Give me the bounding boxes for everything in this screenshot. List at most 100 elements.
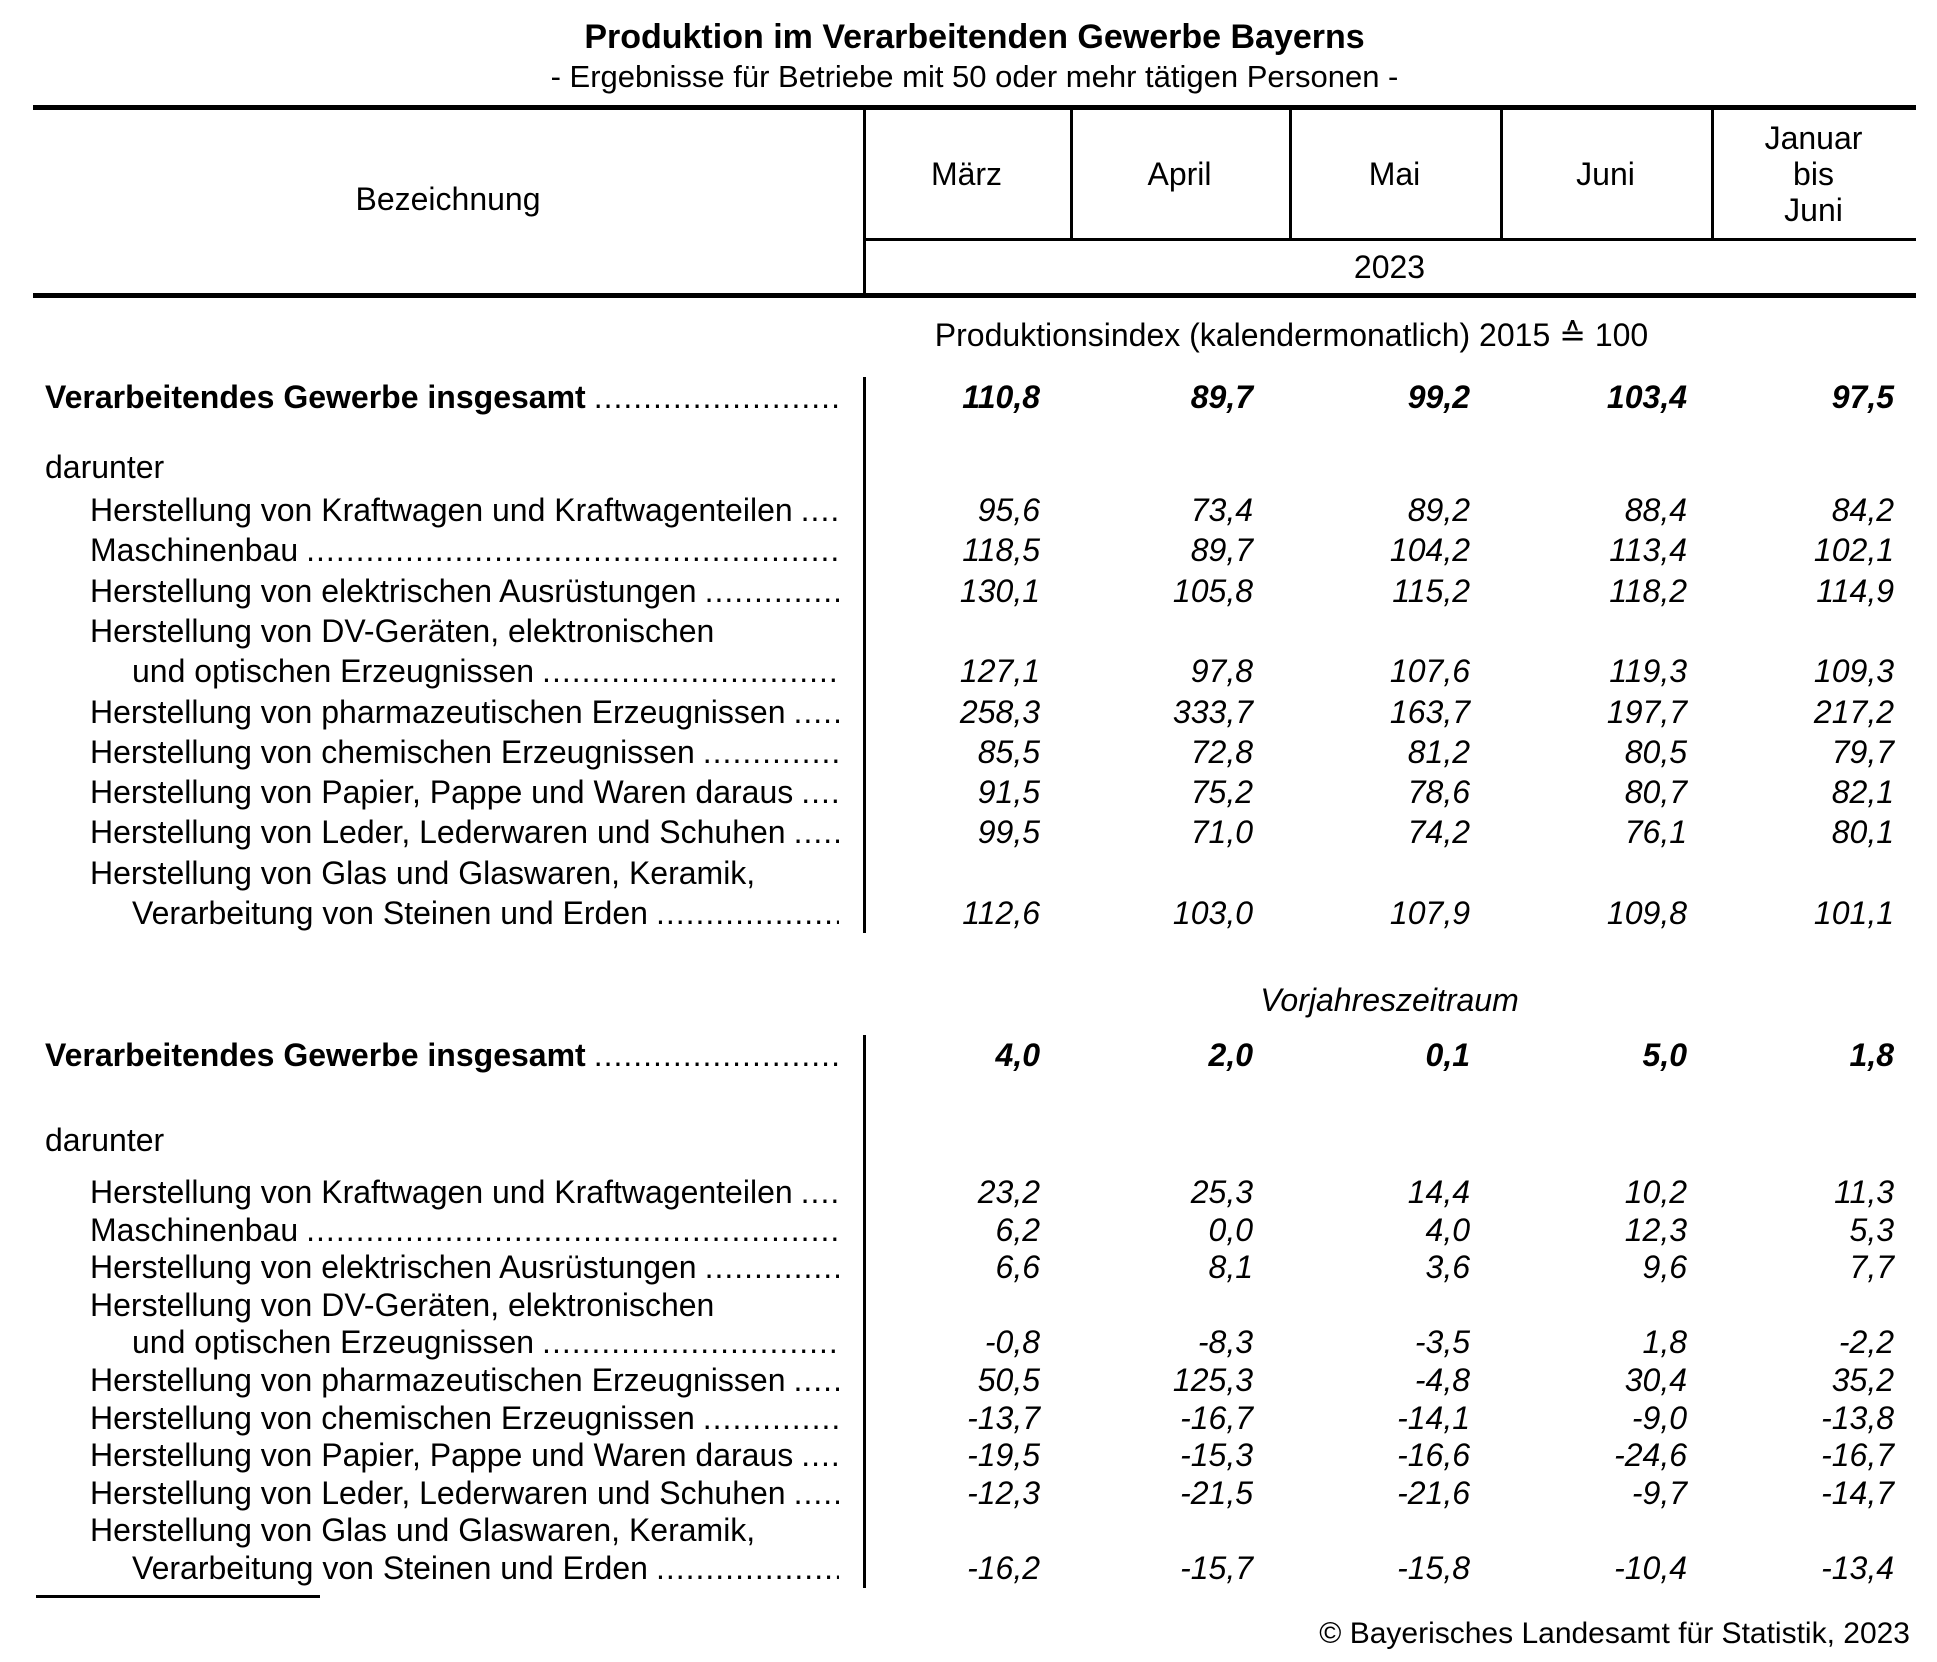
table-row: Verarbeitung von Steinen und Erden......… <box>33 893 1916 933</box>
leader-dots: ........................................… <box>800 491 839 528</box>
row-value: 103,4 <box>1606 378 1687 415</box>
row-value: -16,7 <box>1821 1436 1894 1473</box>
page-title: Produktion im Verarbeitenden Gewerbe Bay… <box>584 18 1365 56</box>
row-value: 6,6 <box>995 1248 1040 1285</box>
row-label: Herstellung von Glas und Glaswaren, Kera… <box>33 855 863 892</box>
row-value: 30,4 <box>1624 1361 1687 1398</box>
table-row: Herstellung von DV-Geräten, elektronisch… <box>33 1285 1916 1325</box>
row-label-text: Verarbeitung von Steinen und Erden <box>132 894 648 931</box>
leader-dots: ........................................… <box>793 693 840 730</box>
leader-dots: ........................................… <box>655 1549 839 1586</box>
column-header-bezeichnung: Bezeichnung <box>355 180 541 217</box>
row-value: 2,0 <box>1208 1036 1253 1073</box>
row-value: 115,2 <box>1392 572 1470 609</box>
table-row: Herstellung von chemischen Erzeugnissen.… <box>33 1398 1916 1438</box>
copyright-notice: © Bayerisches Landesamt für Statistik, 2… <box>1319 1617 1910 1650</box>
table-row: Herstellung von Papier, Pappe und Waren … <box>33 772 1916 812</box>
row-value: 89,2 <box>1407 491 1470 528</box>
leader-dots: ........................................… <box>593 378 839 415</box>
table-row: und optischen Erzeugnissen..............… <box>33 1322 1916 1362</box>
row-label: Herstellung von Glas und Glaswaren, Kera… <box>33 1512 863 1549</box>
row-value: 333,7 <box>1172 693 1253 730</box>
row-label: Verarbeitendes Gewerbe insgesamt........… <box>33 1037 863 1074</box>
row-label: Verarbeitung von Steinen und Erden......… <box>33 1550 863 1587</box>
column-divider <box>1711 105 1714 241</box>
row-value: 105,8 <box>1172 572 1253 609</box>
row-value: 89,7 <box>1190 531 1253 568</box>
leader-dots: ........................................… <box>801 773 839 810</box>
row-value: 4,0 <box>1425 1211 1470 1248</box>
leader-dots: ........................................… <box>593 1036 839 1073</box>
row-label-text: darunter <box>45 448 165 485</box>
row-value: 35,2 <box>1831 1361 1894 1398</box>
leader-dots: ........................................… <box>801 1436 839 1473</box>
year-header: 2023 <box>1353 248 1426 285</box>
row-value: 11,3 <box>1834 1173 1894 1210</box>
row-label: Verarbeitendes Gewerbe insgesamt........… <box>33 379 863 416</box>
section1-column-rule <box>863 377 866 933</box>
row-label: darunter <box>33 449 863 486</box>
total-row: Verarbeitendes Gewerbe insgesamt........… <box>33 377 1916 417</box>
leader-dots: ........................................… <box>704 572 839 609</box>
row-value: 103,0 <box>1172 894 1253 931</box>
table-row: und optischen Erzeugnissen..............… <box>33 651 1916 691</box>
row-value: -14,7 <box>1821 1474 1894 1511</box>
leader-dots: ........................................… <box>542 652 839 689</box>
row-value: 114,9 <box>1816 572 1894 609</box>
row-value: 99,5 <box>977 813 1040 850</box>
leader-dots: ........................................… <box>542 1323 839 1360</box>
row-value: 78,6 <box>1407 773 1470 810</box>
row-value: 197,7 <box>1606 693 1687 730</box>
table-row: Herstellung von Kraftwagen und Kraftwage… <box>33 1172 1916 1212</box>
column-header-juni: Juni <box>1576 156 1635 192</box>
column-header-maerz: März <box>930 156 1003 192</box>
row-label-text: Herstellung von Kraftwagen und Kraftwage… <box>90 491 793 528</box>
leader-dots: ........................................… <box>793 813 839 850</box>
column-header-april: April <box>1147 156 1212 192</box>
column-divider <box>1070 105 1073 241</box>
row-value: -16,2 <box>967 1549 1040 1586</box>
row-label-text: Herstellung von DV-Geräten, elektronisch… <box>90 612 715 649</box>
row-value: 79,7 <box>1831 733 1894 770</box>
table-row: Herstellung von Glas und Glaswaren, Kera… <box>33 853 1916 893</box>
row-value: 127,1 <box>959 652 1040 689</box>
table-row: Herstellung von pharmazeutischen Erzeugn… <box>33 1360 1916 1400</box>
column-divider <box>1500 105 1503 241</box>
row-value: -2,2 <box>1838 1323 1894 1360</box>
row-label: Herstellung von DV-Geräten, elektronisch… <box>33 613 863 650</box>
table-row: Maschinenbau............................… <box>33 530 1916 570</box>
row-label-text: Herstellung von Leder, Lederwaren und Sc… <box>90 1474 786 1511</box>
row-label-text: Verarbeitung von Steinen und Erden <box>132 1549 648 1586</box>
row-value: 5,3 <box>1849 1211 1894 1248</box>
leader-dots: ........................................… <box>793 1474 839 1511</box>
row-value: 25,3 <box>1190 1173 1253 1210</box>
row-value: 258,3 <box>959 693 1040 730</box>
row-label: Herstellung von Leder, Lederwaren und Sc… <box>33 1475 863 1512</box>
row-value: 8,1 <box>1208 1248 1253 1285</box>
section1-heading: Produktionsindex (kalendermonatlich) 201… <box>934 317 1649 353</box>
table-row: Herstellung von Kraftwagen und Kraftwage… <box>33 490 1916 530</box>
row-value: 95,6 <box>977 491 1040 528</box>
row-label: Herstellung von pharmazeutischen Erzeugn… <box>33 694 863 731</box>
row-value: 91,5 <box>977 773 1040 810</box>
row-label: Herstellung von elektrischen Ausrüstunge… <box>33 573 863 610</box>
row-value: 80,5 <box>1624 733 1687 770</box>
row-value: -9,0 <box>1631 1399 1687 1436</box>
row-value: -9,7 <box>1631 1474 1687 1511</box>
row-value: 110,8 <box>962 378 1040 415</box>
leader-dots: ........................................… <box>702 733 839 770</box>
row-value: -0,8 <box>984 1323 1040 1360</box>
row-value: 75,2 <box>1190 773 1253 810</box>
row-label: und optischen Erzeugnissen..............… <box>33 1324 863 1361</box>
table-row: Maschinenbau............................… <box>33 1210 1916 1250</box>
row-value: 1,8 <box>1642 1323 1687 1360</box>
row-label-text: Herstellung von Glas und Glaswaren, Kera… <box>90 1511 756 1548</box>
row-label-text: Herstellung von chemischen Erzeugnissen <box>90 1399 695 1436</box>
row-label-text: Herstellung von elektrischen Ausrüstunge… <box>90 572 697 609</box>
section2-column-rule <box>863 1035 866 1588</box>
row-value: 85,5 <box>977 733 1040 770</box>
table-row: Herstellung von elektrischen Ausrüstunge… <box>33 1247 1916 1287</box>
row-label-text: Herstellung von Glas und Glaswaren, Kera… <box>90 854 756 891</box>
row-value: 125,3 <box>1172 1361 1253 1398</box>
row-value: -13,4 <box>1821 1549 1894 1586</box>
